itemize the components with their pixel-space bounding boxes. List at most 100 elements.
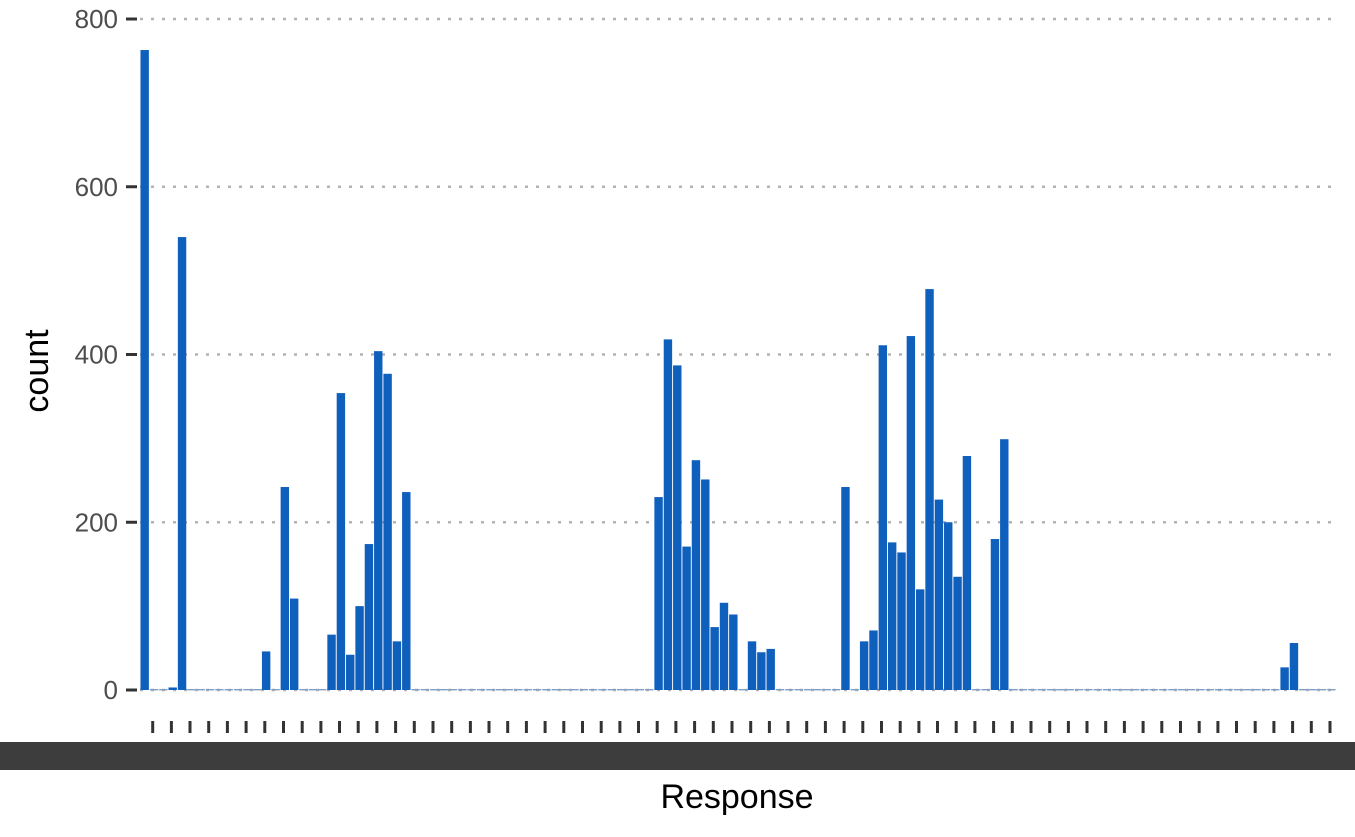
bar <box>383 373 392 690</box>
bar <box>747 641 757 690</box>
bar <box>1261 689 1271 691</box>
bar <box>719 602 729 690</box>
y-tick-label: 400 <box>75 340 118 370</box>
bar <box>673 365 682 690</box>
bar <box>1215 689 1224 691</box>
bar <box>626 689 635 691</box>
bar <box>654 497 663 690</box>
bar <box>560 689 570 691</box>
bar <box>168 687 177 690</box>
bar <box>757 652 766 690</box>
bar <box>205 689 215 691</box>
bar <box>1299 689 1308 691</box>
bar <box>336 393 346 690</box>
bar <box>1205 689 1215 691</box>
bar <box>355 606 364 691</box>
gridlines <box>140 17 1336 692</box>
bar <box>635 689 645 691</box>
bar <box>299 689 308 691</box>
bar <box>645 689 654 691</box>
bar <box>402 492 411 690</box>
bar <box>841 487 850 690</box>
bar <box>953 576 962 690</box>
y-tick-label: 800 <box>75 4 118 34</box>
bar <box>1327 689 1336 691</box>
bar <box>775 689 785 691</box>
bar <box>476 689 486 691</box>
bar <box>990 539 1000 690</box>
y-axis: 0 200 400 600 800 <box>75 4 137 705</box>
bar <box>1271 689 1280 691</box>
bar <box>1233 689 1243 691</box>
bar <box>691 460 701 690</box>
bar <box>542 689 551 691</box>
bar <box>1102 689 1112 691</box>
bars <box>140 50 1336 691</box>
bar <box>495 689 504 691</box>
bar <box>729 614 738 690</box>
bar <box>617 689 626 691</box>
bar <box>981 689 990 691</box>
y-tick-label: 600 <box>75 172 118 202</box>
bar <box>374 351 383 690</box>
bar <box>318 689 327 691</box>
bar <box>1037 689 1046 691</box>
bar <box>785 689 794 691</box>
x-axis-ticks <box>0 721 1355 770</box>
bar <box>663 339 673 690</box>
bar <box>486 689 495 691</box>
bar <box>233 689 243 691</box>
bar <box>140 50 149 690</box>
bar <box>346 654 355 690</box>
bar <box>710 627 719 690</box>
bar <box>177 237 187 690</box>
bar <box>215 689 224 691</box>
bar <box>1112 689 1121 691</box>
bar <box>280 487 290 690</box>
bar <box>916 589 925 690</box>
bar <box>1149 689 1158 691</box>
bar <box>551 689 560 691</box>
bar <box>1224 689 1233 691</box>
bar <box>1168 689 1177 691</box>
bar <box>869 630 878 690</box>
bar <box>887 542 897 690</box>
bar <box>682 546 691 690</box>
bar <box>261 651 271 690</box>
bar <box>252 689 261 691</box>
bar <box>1046 689 1056 691</box>
bar <box>906 336 916 690</box>
bar <box>1317 689 1327 691</box>
x-axis-title: Response <box>660 778 813 816</box>
bar <box>532 689 542 691</box>
bar <box>1009 689 1018 691</box>
bar <box>327 634 336 690</box>
bar <box>187 689 196 691</box>
bar <box>738 689 747 691</box>
bar <box>392 641 402 690</box>
bar <box>504 689 514 691</box>
bar <box>1308 689 1317 691</box>
bar <box>934 499 944 690</box>
bar <box>289 598 299 690</box>
bar <box>944 522 953 690</box>
bar <box>850 689 859 691</box>
bar <box>588 689 598 691</box>
bar <box>701 479 710 690</box>
bar <box>1084 689 1093 691</box>
bar <box>1243 689 1252 691</box>
bar <box>308 689 318 691</box>
bar <box>1280 667 1289 690</box>
bar <box>1065 689 1074 691</box>
bar <box>831 689 841 691</box>
bar <box>1177 689 1187 691</box>
bar <box>271 689 280 691</box>
bar <box>523 689 532 691</box>
bar <box>159 689 168 691</box>
bar <box>859 641 869 690</box>
bar <box>579 689 589 691</box>
y-tick-label: 200 <box>75 507 118 537</box>
bar <box>243 689 252 691</box>
bar <box>607 689 617 691</box>
